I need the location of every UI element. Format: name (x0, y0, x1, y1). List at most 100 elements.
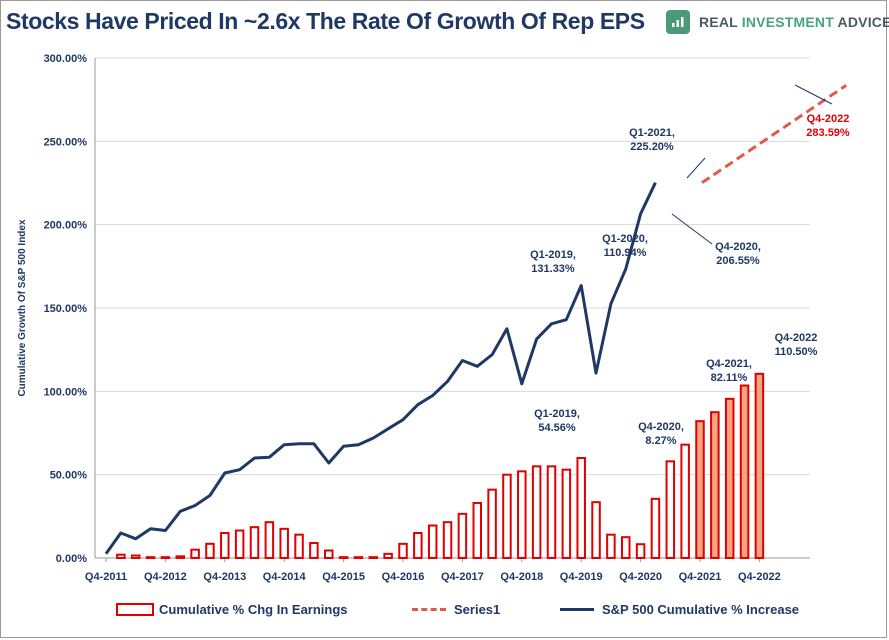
legend-label-series1: Series1 (454, 601, 501, 617)
y-tick-label: 200.00% (44, 220, 88, 232)
legend-item-earnings: Cumulative % Chg In Earnings (116, 600, 348, 618)
annotation-label: 131.33% (531, 263, 575, 275)
earnings-bar (190, 548, 200, 560)
legend-item-series1: Series1 (412, 600, 500, 618)
earnings-bar (517, 470, 527, 560)
y-axis-ticks: 0.00% 50.00% 100.00% 150.00% 200.00% 250.00% 3… (44, 53, 88, 565)
earnings-bar (234, 529, 245, 559)
earnings-bar (487, 488, 497, 559)
annotation-label: Q4-2021, (706, 358, 752, 370)
annotation-label: Q1-2019, (534, 408, 580, 420)
earnings-bar (576, 457, 586, 559)
earnings-bars (116, 372, 765, 560)
annotation-label: Q1-2019, (530, 249, 576, 261)
earnings-bar (635, 543, 646, 560)
annotation-leader (794, 84, 833, 105)
x-tick-label: Q4-2017 (441, 571, 484, 583)
annotation-label: 206.55% (716, 255, 760, 267)
x-tick-label: Q4-2015 (322, 571, 365, 583)
x-tick-label: Q4-2016 (382, 571, 425, 583)
earnings-bar (442, 521, 453, 560)
earnings-bar (546, 465, 557, 560)
earnings-bar (264, 521, 275, 560)
x-tick-label: Q4-2020 (619, 571, 662, 583)
earnings-bar (249, 526, 260, 560)
earnings-bar (383, 552, 393, 559)
earnings-bar (130, 554, 141, 559)
x-axis-ticks: Q4-2011 Q4-2012 Q4-2013 Q4-2014 Q4-2015 Q4-20… (85, 558, 781, 583)
x-tick-label: Q4-2019 (560, 571, 603, 583)
y-tick-label: 150.00% (44, 303, 88, 315)
logo-word-advice: ADVICE (833, 14, 889, 30)
earnings-bar (739, 384, 750, 559)
chart-title: Stocks Have Priced In ~2.6x The Rate Of … (6, 8, 645, 34)
series1-dashed-line (701, 84, 848, 184)
earnings-bar (160, 556, 171, 560)
annotation-label: 283.59% (806, 127, 850, 139)
y-tick-label: 300.00% (44, 53, 88, 65)
earnings-bar (561, 468, 572, 559)
annotation-label: 54.56% (538, 422, 576, 434)
earnings-bar (368, 556, 379, 560)
earnings-bar (472, 502, 482, 559)
series-lines (104, 84, 848, 555)
x-tick-label: Q4-2018 (500, 571, 543, 583)
earnings-bar (398, 542, 408, 559)
annotation-label: Q1-2020, (602, 233, 648, 245)
earnings-bar (175, 555, 185, 559)
real-investment-advice-logo: REAL INVESTMENT ADVICE (666, 10, 889, 34)
annotation-leaders (671, 84, 833, 245)
earnings-bar (457, 512, 468, 559)
logo-mark-icon (666, 10, 690, 34)
x-tick-label: Q4-2022 (738, 571, 781, 583)
earnings-bar (665, 460, 676, 560)
earnings-bar (279, 527, 289, 559)
y-tick-label: 50.00% (50, 470, 88, 482)
legend-dash-swatch (412, 607, 446, 611)
annotation-label: Q4-2022 (807, 113, 850, 125)
annotation-label: 110.50% (775, 346, 818, 358)
annotation-label: Q1-2021, (629, 127, 675, 139)
earnings-bar (353, 556, 364, 560)
y-tick-label: 250.00% (44, 136, 88, 148)
earnings-bar (324, 549, 334, 559)
legend-item-sp500: S&P 500 Cumulative % Increase (560, 600, 799, 618)
earnings-bar (591, 501, 601, 559)
annotation-label: 82.11% (711, 372, 748, 384)
earnings-bar (606, 533, 616, 560)
earnings-bar (754, 372, 765, 560)
earnings-bar (220, 532, 230, 559)
legend-line-swatch (560, 607, 594, 611)
annotations: Q1-2021, 225.20% Q4-2022 283.59% Q1-2019, 131… (530, 113, 850, 447)
earnings-bar (724, 397, 735, 560)
x-tick-label: Q4-2011 (85, 571, 127, 583)
y-tick-label: 0.00% (56, 553, 87, 565)
annotation-label: 110.94% (604, 247, 647, 259)
annotation-label: Q4-2022 (775, 332, 818, 344)
annotation-label: 8.27% (645, 435, 676, 447)
earnings-bar (309, 542, 319, 559)
earnings-bar (116, 553, 126, 560)
annotation-leader (686, 157, 706, 179)
legend-label-sp500: S&P 500 Cumulative % Increase (602, 601, 800, 617)
earnings-bar (338, 556, 349, 560)
x-tick-label: Q4-2021 (679, 571, 722, 583)
y-tick-label: 100.00% (44, 386, 88, 398)
earnings-bar (294, 533, 304, 560)
earnings-bar (650, 497, 661, 560)
annotation-leader (671, 213, 713, 245)
legend-label-earnings: Cumulative % Chg In Earnings (159, 601, 348, 617)
earnings-bar (531, 465, 542, 560)
sp500-line (104, 182, 657, 555)
earnings-bar (695, 420, 705, 559)
x-tick-label: Q4-2014 (263, 571, 307, 583)
y-axis-label: Cumulative Growth Of S&P 500 Index (17, 219, 28, 397)
logo-word-investment: INVESTMENT (741, 14, 834, 30)
earnings-bar (680, 443, 690, 559)
earnings-bar (502, 473, 512, 559)
earnings-bar (413, 532, 423, 559)
earnings-bar (145, 556, 156, 560)
x-tick-label: Q4-2013 (203, 571, 246, 583)
earnings-bar (205, 542, 215, 559)
